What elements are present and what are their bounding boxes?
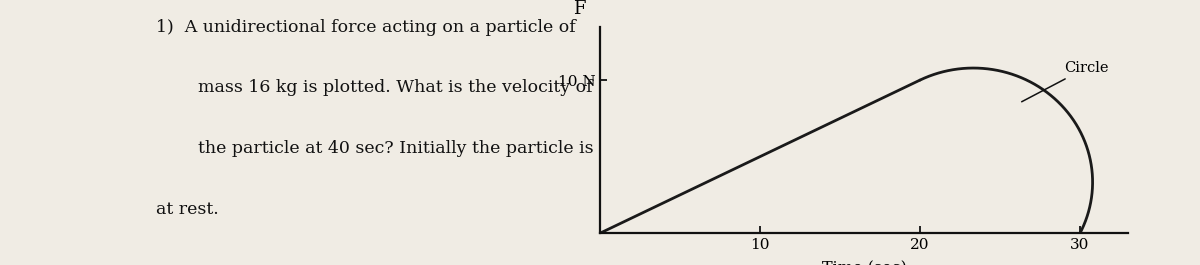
Text: 1)  A unidirectional force acting on a particle of: 1) A unidirectional force acting on a pa… <box>156 19 576 36</box>
Text: the particle at 40 sec? Initially the particle is: the particle at 40 sec? Initially the pa… <box>198 140 594 157</box>
Text: at rest.: at rest. <box>156 201 218 218</box>
X-axis label: Time (sec): Time (sec) <box>822 260 906 265</box>
Y-axis label: F: F <box>572 0 586 18</box>
Text: Circle: Circle <box>1021 61 1109 102</box>
Text: mass 16 kg is plotted. What is the velocity of: mass 16 kg is plotted. What is the veloc… <box>198 80 593 96</box>
